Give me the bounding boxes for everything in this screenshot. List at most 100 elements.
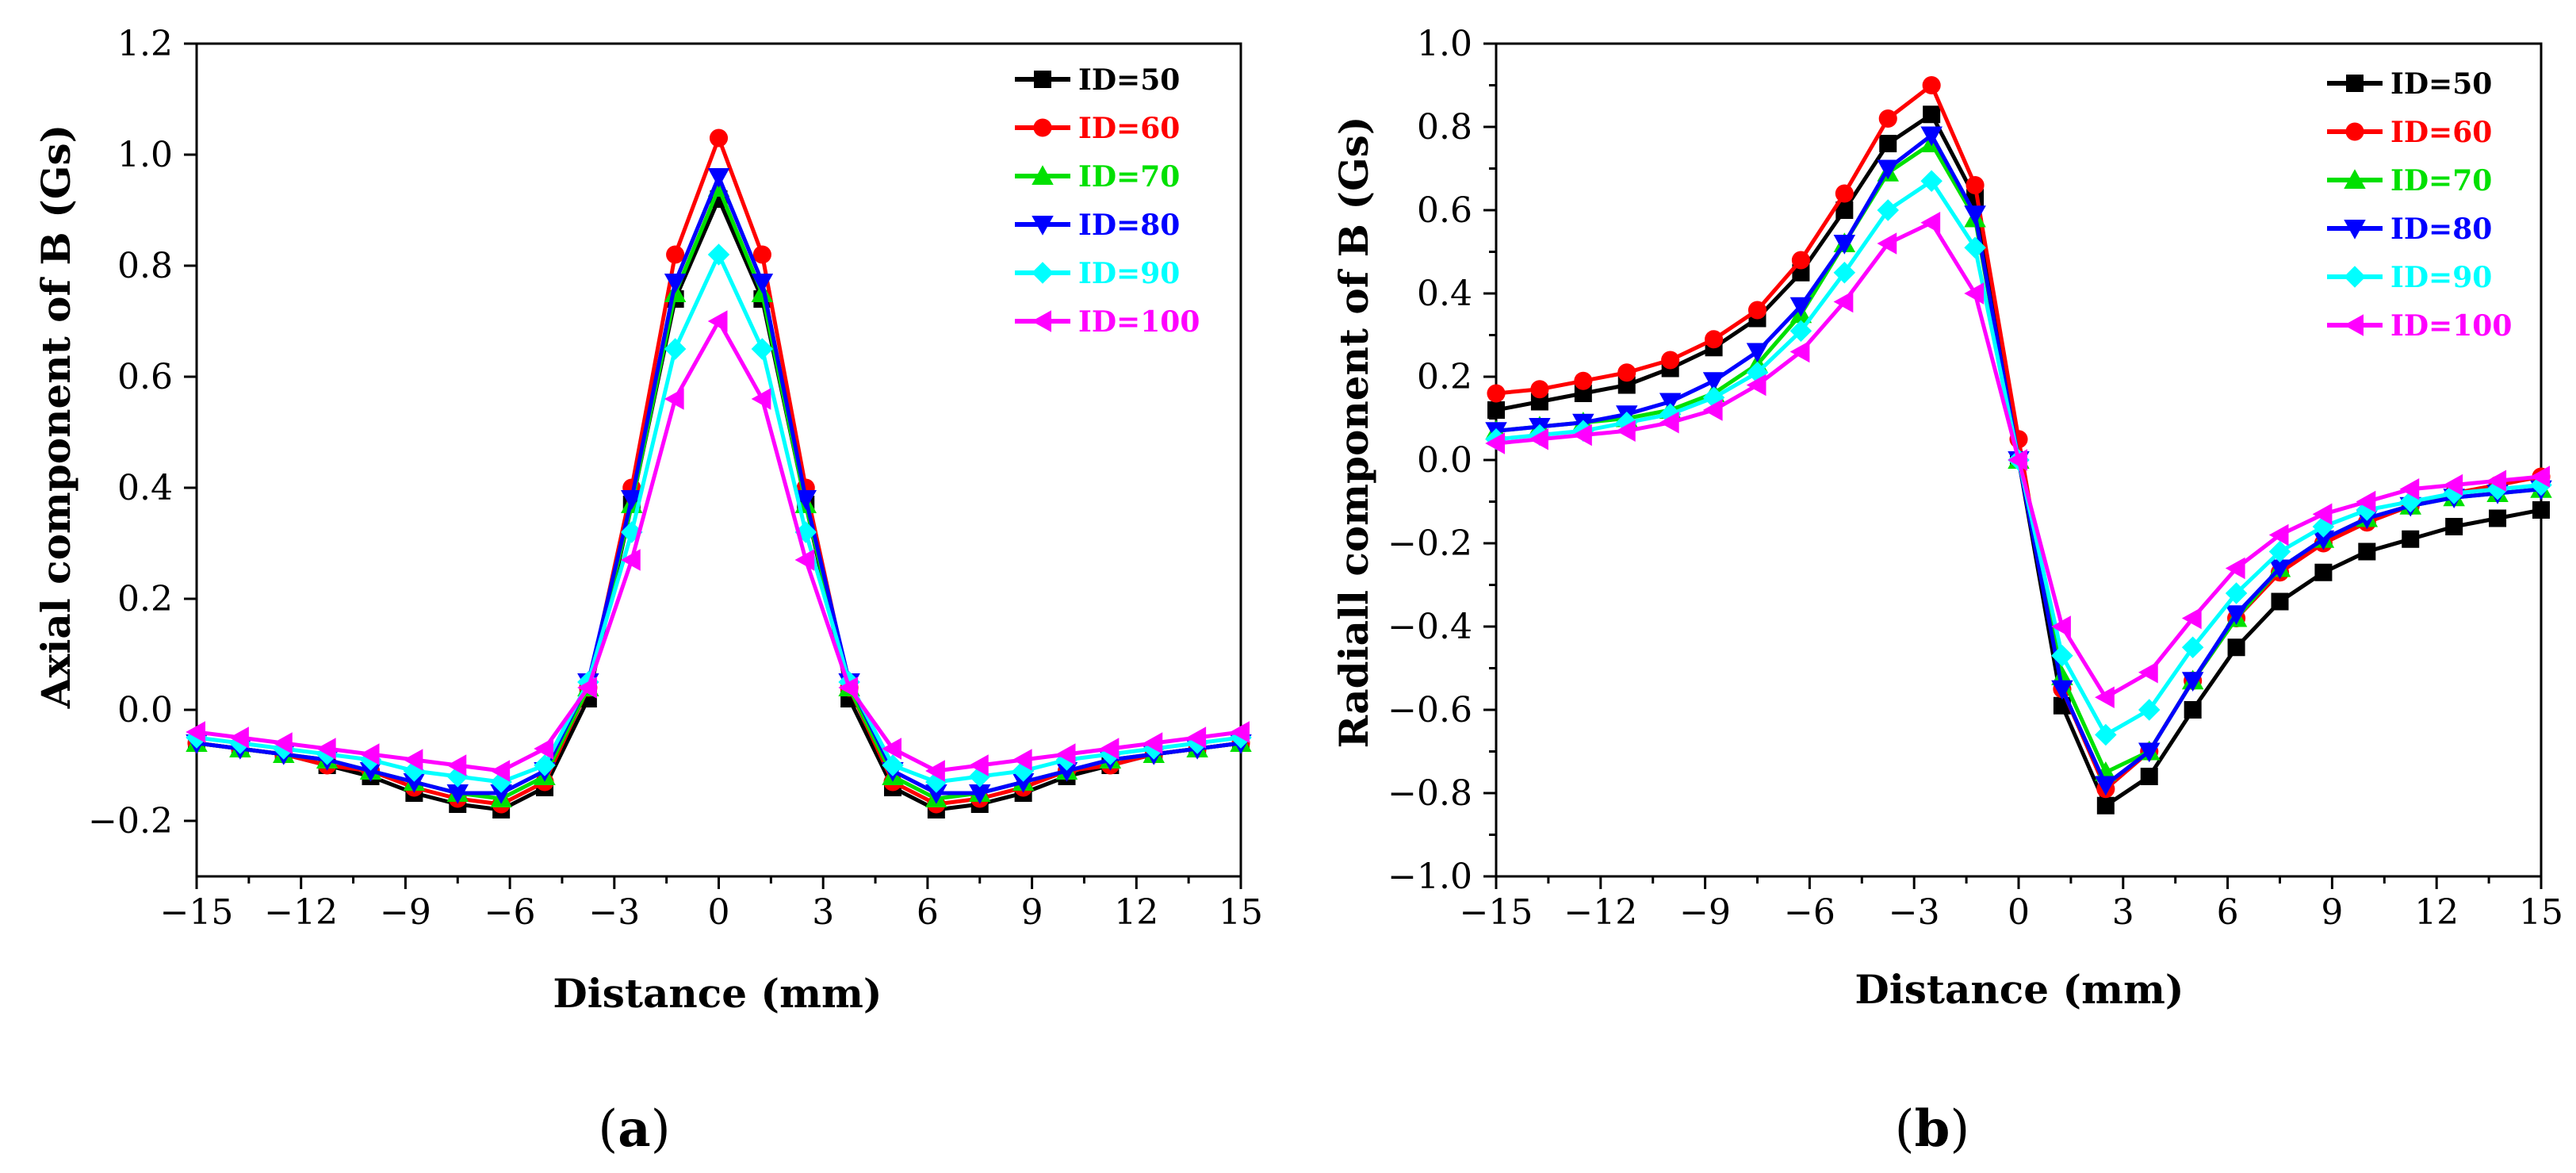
- data-point: [1012, 773, 1035, 793]
- legend-marker: [2344, 314, 2364, 336]
- data-point: [229, 726, 249, 749]
- panel-label-b-close: ): [1950, 1100, 1969, 1159]
- data-point: [882, 754, 904, 776]
- data-point: [2051, 680, 2073, 700]
- data-point: [403, 773, 426, 793]
- data-point: [1964, 236, 1986, 259]
- data-point: [666, 245, 685, 264]
- y-tick-label: 0.4: [117, 468, 173, 508]
- data-point: [925, 760, 945, 782]
- data-point: [1923, 105, 1941, 124]
- panel-label-a-close: ): [651, 1100, 671, 1159]
- x-tick-label: −12: [1564, 892, 1637, 933]
- data-point: [1835, 201, 1854, 219]
- legend-item: ID=100: [2327, 309, 2512, 343]
- legend-item: ID=50: [2327, 67, 2492, 101]
- panel-label-a: (a): [598, 1099, 670, 1159]
- legend-marker: [2346, 75, 2364, 92]
- data-point: [1965, 175, 1985, 195]
- data-point: [1661, 351, 1680, 370]
- legend-item: ID=60: [1015, 112, 1180, 145]
- data-point: [2443, 473, 2463, 496]
- data-point: [273, 732, 293, 754]
- data-point: [1529, 428, 1548, 450]
- x-tick-label: 15: [1219, 892, 1263, 933]
- data-point: [1705, 330, 1724, 349]
- legend-item: ID=80: [2327, 213, 2492, 246]
- data-point: [709, 128, 729, 148]
- legend-item: ID=90: [2327, 261, 2492, 294]
- legend-item: ID=100: [1015, 305, 1200, 339]
- data-point: [2184, 701, 2202, 719]
- legend-item: ID=70: [1015, 160, 1180, 194]
- legend-item: ID=50: [1015, 63, 1180, 97]
- legend-marker: [1032, 165, 1054, 185]
- data-point: [2314, 563, 2333, 581]
- legend-marker: [2344, 220, 2366, 240]
- data-point: [969, 754, 989, 776]
- data-point: [446, 754, 467, 776]
- y-tick-label: −0.4: [1388, 607, 1472, 647]
- data-point: [2095, 776, 2117, 796]
- data-point: [2445, 518, 2463, 535]
- data-point: [2358, 542, 2376, 561]
- data-point: [2312, 503, 2333, 525]
- data-point: [1485, 432, 1505, 454]
- x-tick-label: −6: [484, 892, 536, 933]
- data-point: [838, 677, 859, 699]
- data-point: [2268, 540, 2291, 563]
- data-point: [2095, 723, 2117, 746]
- panel-label-b-letter: b: [1915, 1099, 1950, 1159]
- data-point: [2225, 605, 2248, 625]
- data-point: [751, 388, 771, 410]
- x-tick-label: 0: [2008, 892, 2030, 933]
- data-point: [1877, 199, 1899, 221]
- y-tick-label: 0.4: [1417, 274, 1472, 314]
- x-tick-label: −12: [264, 892, 338, 933]
- legend-marker: [2344, 169, 2366, 189]
- legend-label: ID=70: [1078, 160, 1180, 194]
- x-tick-label: −15: [1460, 892, 1533, 933]
- data-point: [1230, 721, 1250, 743]
- data-point: [1964, 282, 1985, 305]
- data-point: [1616, 420, 1636, 442]
- data-point: [1833, 290, 1854, 313]
- legend-item: ID=60: [2327, 116, 2492, 149]
- data-point: [2225, 582, 2248, 604]
- data-point: [882, 738, 901, 760]
- y-tick-label: 0.0: [1417, 440, 1472, 481]
- data-point: [1099, 738, 1120, 760]
- data-point: [751, 274, 774, 293]
- legend-item: ID=70: [2327, 164, 2492, 197]
- y-tick-label: 0.6: [1417, 190, 1472, 231]
- data-point: [1789, 340, 1810, 363]
- legend-item: ID=80: [1015, 209, 1180, 242]
- data-point: [2532, 501, 2550, 519]
- data-point: [2312, 530, 2335, 550]
- data-point: [1659, 412, 1679, 434]
- legend-label: ID=60: [2390, 116, 2492, 149]
- data-point: [1877, 232, 1897, 255]
- y-tick-label: 0.8: [1417, 107, 1472, 148]
- panel-label-b: (b): [1895, 1099, 1970, 1159]
- data-point: [1964, 205, 1986, 225]
- data-point: [2138, 661, 2158, 684]
- x-axis-title: Distance (mm): [553, 970, 882, 1017]
- data-point: [1702, 372, 1725, 392]
- legend-marker: [1032, 262, 1054, 284]
- data-point: [2181, 607, 2202, 630]
- data-point: [1530, 380, 1549, 399]
- data-point: [490, 760, 511, 782]
- series-ID=100: [186, 310, 1250, 782]
- data-point: [1746, 374, 1766, 397]
- data-point: [359, 762, 382, 782]
- legend-label: ID=70: [2390, 164, 2492, 197]
- data-point: [1143, 732, 1163, 754]
- data-point: [1920, 170, 1943, 192]
- data-point: [707, 168, 730, 188]
- data-point: [1012, 749, 1032, 771]
- data-point: [1833, 235, 1856, 255]
- data-point: [1789, 320, 1812, 342]
- x-tick-label: 3: [2112, 892, 2134, 933]
- chart-radial: −15 −12 −9 −6 −3 0 3 6 9 12 15 −1.0 −0.8 −0.6 −0.4 −0.2…: [1330, 24, 2563, 1013]
